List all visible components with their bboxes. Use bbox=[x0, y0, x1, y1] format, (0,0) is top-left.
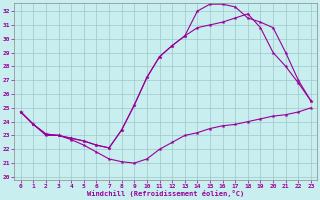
X-axis label: Windchill (Refroidissement éolien,°C): Windchill (Refroidissement éolien,°C) bbox=[87, 190, 244, 197]
